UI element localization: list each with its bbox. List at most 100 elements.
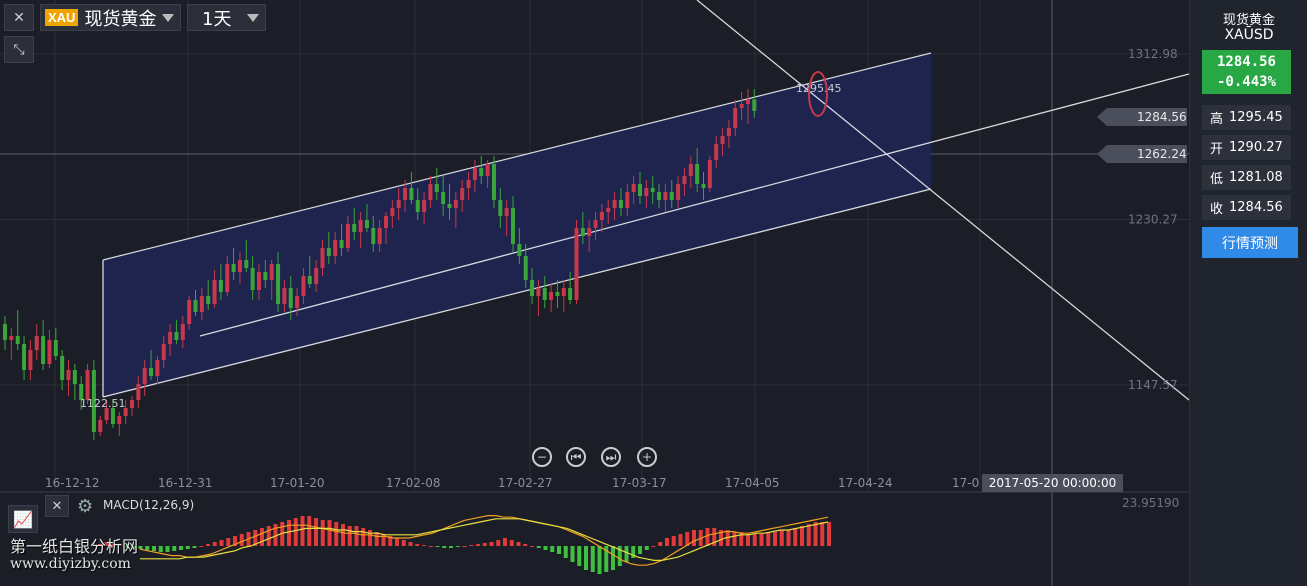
macd-axis-tick: 23.95190 xyxy=(1122,496,1180,510)
x-tick-label: 16-12-12 xyxy=(45,476,99,490)
scroll-start-button[interactable]: ⏮ xyxy=(566,447,586,467)
macd-bar xyxy=(327,520,332,546)
collapse-icon: ⤡ xyxy=(13,41,25,58)
period-label: 1天 xyxy=(202,8,232,30)
candle-body xyxy=(618,200,623,208)
candle-body xyxy=(491,164,496,200)
candle-body xyxy=(701,184,706,188)
macd-bar xyxy=(813,522,818,546)
macd-bar xyxy=(631,546,636,558)
macd-bar xyxy=(179,546,183,550)
macd-bar xyxy=(185,546,190,549)
candle-body xyxy=(580,228,585,236)
candle-body xyxy=(498,200,503,216)
candle-body xyxy=(15,336,20,344)
x-tick-label: 17-04-05 xyxy=(725,476,779,490)
macd-bar xyxy=(401,540,406,546)
candle-body xyxy=(174,332,179,340)
candle-body xyxy=(638,184,642,196)
candle-body xyxy=(301,276,306,296)
candle-body xyxy=(307,276,312,284)
period-selector[interactable]: 1天 xyxy=(187,4,266,31)
crosshair-time-label: 2017-05-20 00:00:00 xyxy=(982,474,1123,492)
candle-body xyxy=(657,192,662,200)
scroll-end-button[interactable]: ⏭ xyxy=(601,447,621,467)
macd-bar xyxy=(489,542,494,546)
macd-bar xyxy=(793,528,798,546)
candle-body xyxy=(396,200,401,208)
axis-ticks: 1312.98 1230.27 1147.57 16-12-12 16-12-31 17-… xyxy=(45,47,1178,490)
candle-body xyxy=(707,160,712,188)
candle-body xyxy=(542,288,547,300)
candle-body xyxy=(79,384,84,400)
candle-body xyxy=(231,264,236,272)
forecast-button[interactable]: 行情预测 xyxy=(1202,227,1298,258)
zoom-in-button[interactable]: + xyxy=(637,447,657,467)
skip-forward-icon: ⏭ xyxy=(605,450,617,464)
watermark-title: 第一纸白银分析网 xyxy=(10,537,139,556)
signal-line xyxy=(140,518,829,561)
candle-body xyxy=(695,164,700,184)
candle-body xyxy=(441,192,446,204)
gear-icon[interactable]: ⚙ xyxy=(77,496,94,517)
macd-bar xyxy=(435,546,440,547)
macd-bar xyxy=(496,540,501,546)
candle-body xyxy=(187,300,192,324)
macd-bar xyxy=(820,522,825,546)
candle-body xyxy=(663,192,668,200)
y-tick-label: 1312.98 xyxy=(1128,47,1178,61)
macd-bar xyxy=(104,542,109,546)
x-tick-label: 17-02-08 xyxy=(386,476,440,490)
candle-body xyxy=(85,370,90,400)
stat-close-value: 1284.56 xyxy=(1229,200,1283,215)
candle-body xyxy=(650,188,655,192)
macd-bar xyxy=(428,546,433,547)
indicator-close-button[interactable]: ✕ xyxy=(45,495,69,517)
candle-body xyxy=(536,288,541,296)
macd-bar xyxy=(584,546,588,570)
stat-high-label: 高 xyxy=(1210,112,1224,127)
stat-open-label: 开 xyxy=(1210,142,1224,157)
macd-bar xyxy=(617,546,622,566)
candle-body xyxy=(288,288,293,308)
macd-bar xyxy=(98,544,102,546)
macd-bar xyxy=(651,546,656,547)
skip-back-icon: ⏮ xyxy=(570,450,582,464)
macd-bar xyxy=(570,546,575,562)
trend-line xyxy=(102,188,932,398)
trend-line xyxy=(199,73,1189,337)
candlestick-chart[interactable]: 1312.98 1230.27 1147.57 16-12-12 16-12-31 17-… xyxy=(0,0,1189,586)
macd-bar xyxy=(469,545,474,546)
x-tick-label: 17-03-17 xyxy=(612,476,666,490)
macd-bar xyxy=(233,536,237,546)
macd-bar xyxy=(368,530,372,546)
macd-bar xyxy=(732,532,737,546)
macd-bar xyxy=(111,543,116,546)
symbol-selector[interactable]: XAU 现货黄金 xyxy=(40,4,181,31)
close-chart-button[interactable]: ✕ xyxy=(4,4,34,31)
macd-bar xyxy=(806,524,811,546)
macd-bar xyxy=(442,546,447,548)
candle-body xyxy=(568,288,573,300)
macd-bar xyxy=(199,546,204,547)
candle-body xyxy=(358,220,363,232)
macd-bar xyxy=(759,534,764,546)
zoom-out-button[interactable]: − xyxy=(532,447,552,467)
macd-bar xyxy=(476,544,480,546)
candle-body xyxy=(110,408,115,424)
candle-body xyxy=(377,228,382,244)
macd-bar xyxy=(462,546,467,547)
price-box: 1284.56 -0.443% xyxy=(1202,50,1291,94)
candle-body xyxy=(237,260,242,272)
x-tick-label: 17-0 xyxy=(952,476,979,490)
stat-low-label: 低 xyxy=(1210,172,1224,187)
candle-body xyxy=(180,324,185,340)
candle-body xyxy=(142,368,147,384)
candle-body xyxy=(41,336,46,364)
collapse-button[interactable]: ⤡ xyxy=(4,36,34,63)
macd-bar xyxy=(543,546,548,550)
indicator-chart-button[interactable]: 📈 xyxy=(8,505,38,533)
candle-body xyxy=(282,288,287,304)
macd-bar xyxy=(172,546,177,551)
quote-panel: 现货黄金 XAŪSD 1284.56 -0.443% 高 1295.45 开 129… xyxy=(1189,0,1307,586)
